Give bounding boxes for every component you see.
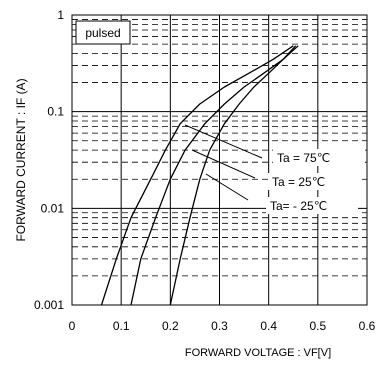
x-axis-label: FORWARD VOLTAGE : VF[V] xyxy=(185,347,331,359)
leader-lines xyxy=(184,124,263,201)
y-tick-label: 0.01 xyxy=(41,201,65,215)
series-label-3: Ta= - 25℃ xyxy=(270,199,327,213)
x-tick-label: 0.4 xyxy=(260,319,277,333)
x-tick-label: 0.2 xyxy=(162,319,179,333)
series-lines xyxy=(100,45,299,306)
leader-line xyxy=(184,124,263,159)
x-tick-label: 0.5 xyxy=(309,319,326,333)
leader-line xyxy=(205,173,249,201)
series-label-2: Ta = 25℃ xyxy=(272,175,325,189)
series-label-bg xyxy=(273,149,365,166)
plot-frame xyxy=(71,14,368,306)
series-label-1: Ta = 75℃ xyxy=(277,151,330,165)
y-tick-label: 0.001 xyxy=(34,298,64,312)
annotation-box xyxy=(75,20,131,45)
x-tick-label: 0.3 xyxy=(211,319,228,333)
series-line-2 xyxy=(130,45,297,306)
series-label-bg xyxy=(266,197,358,214)
annotation-pulsed: pulsed xyxy=(85,26,120,40)
leader-line xyxy=(191,149,256,179)
y-tick-label: 0.1 xyxy=(47,105,64,119)
x-tick-label: 0 xyxy=(69,319,76,333)
series-line-3 xyxy=(169,45,299,306)
tick-labels: 0 0.1 0.2 0.3 0.4 0.5 0.6 0.001 0.01 0.1 1 xyxy=(34,8,376,333)
x-tick-label: 0.6 xyxy=(359,319,376,333)
x-tick-label: 0.1 xyxy=(113,319,130,333)
y-tick-label: 1 xyxy=(57,8,64,22)
y-axis-label: FORWARD CURRENT : IF (A) xyxy=(14,78,28,241)
labels: FORWARD VOLTAGE : VF[V] FORWARD CURRENT :… xyxy=(14,20,365,359)
series-label-bg xyxy=(268,173,360,190)
series-line-1 xyxy=(100,45,294,306)
